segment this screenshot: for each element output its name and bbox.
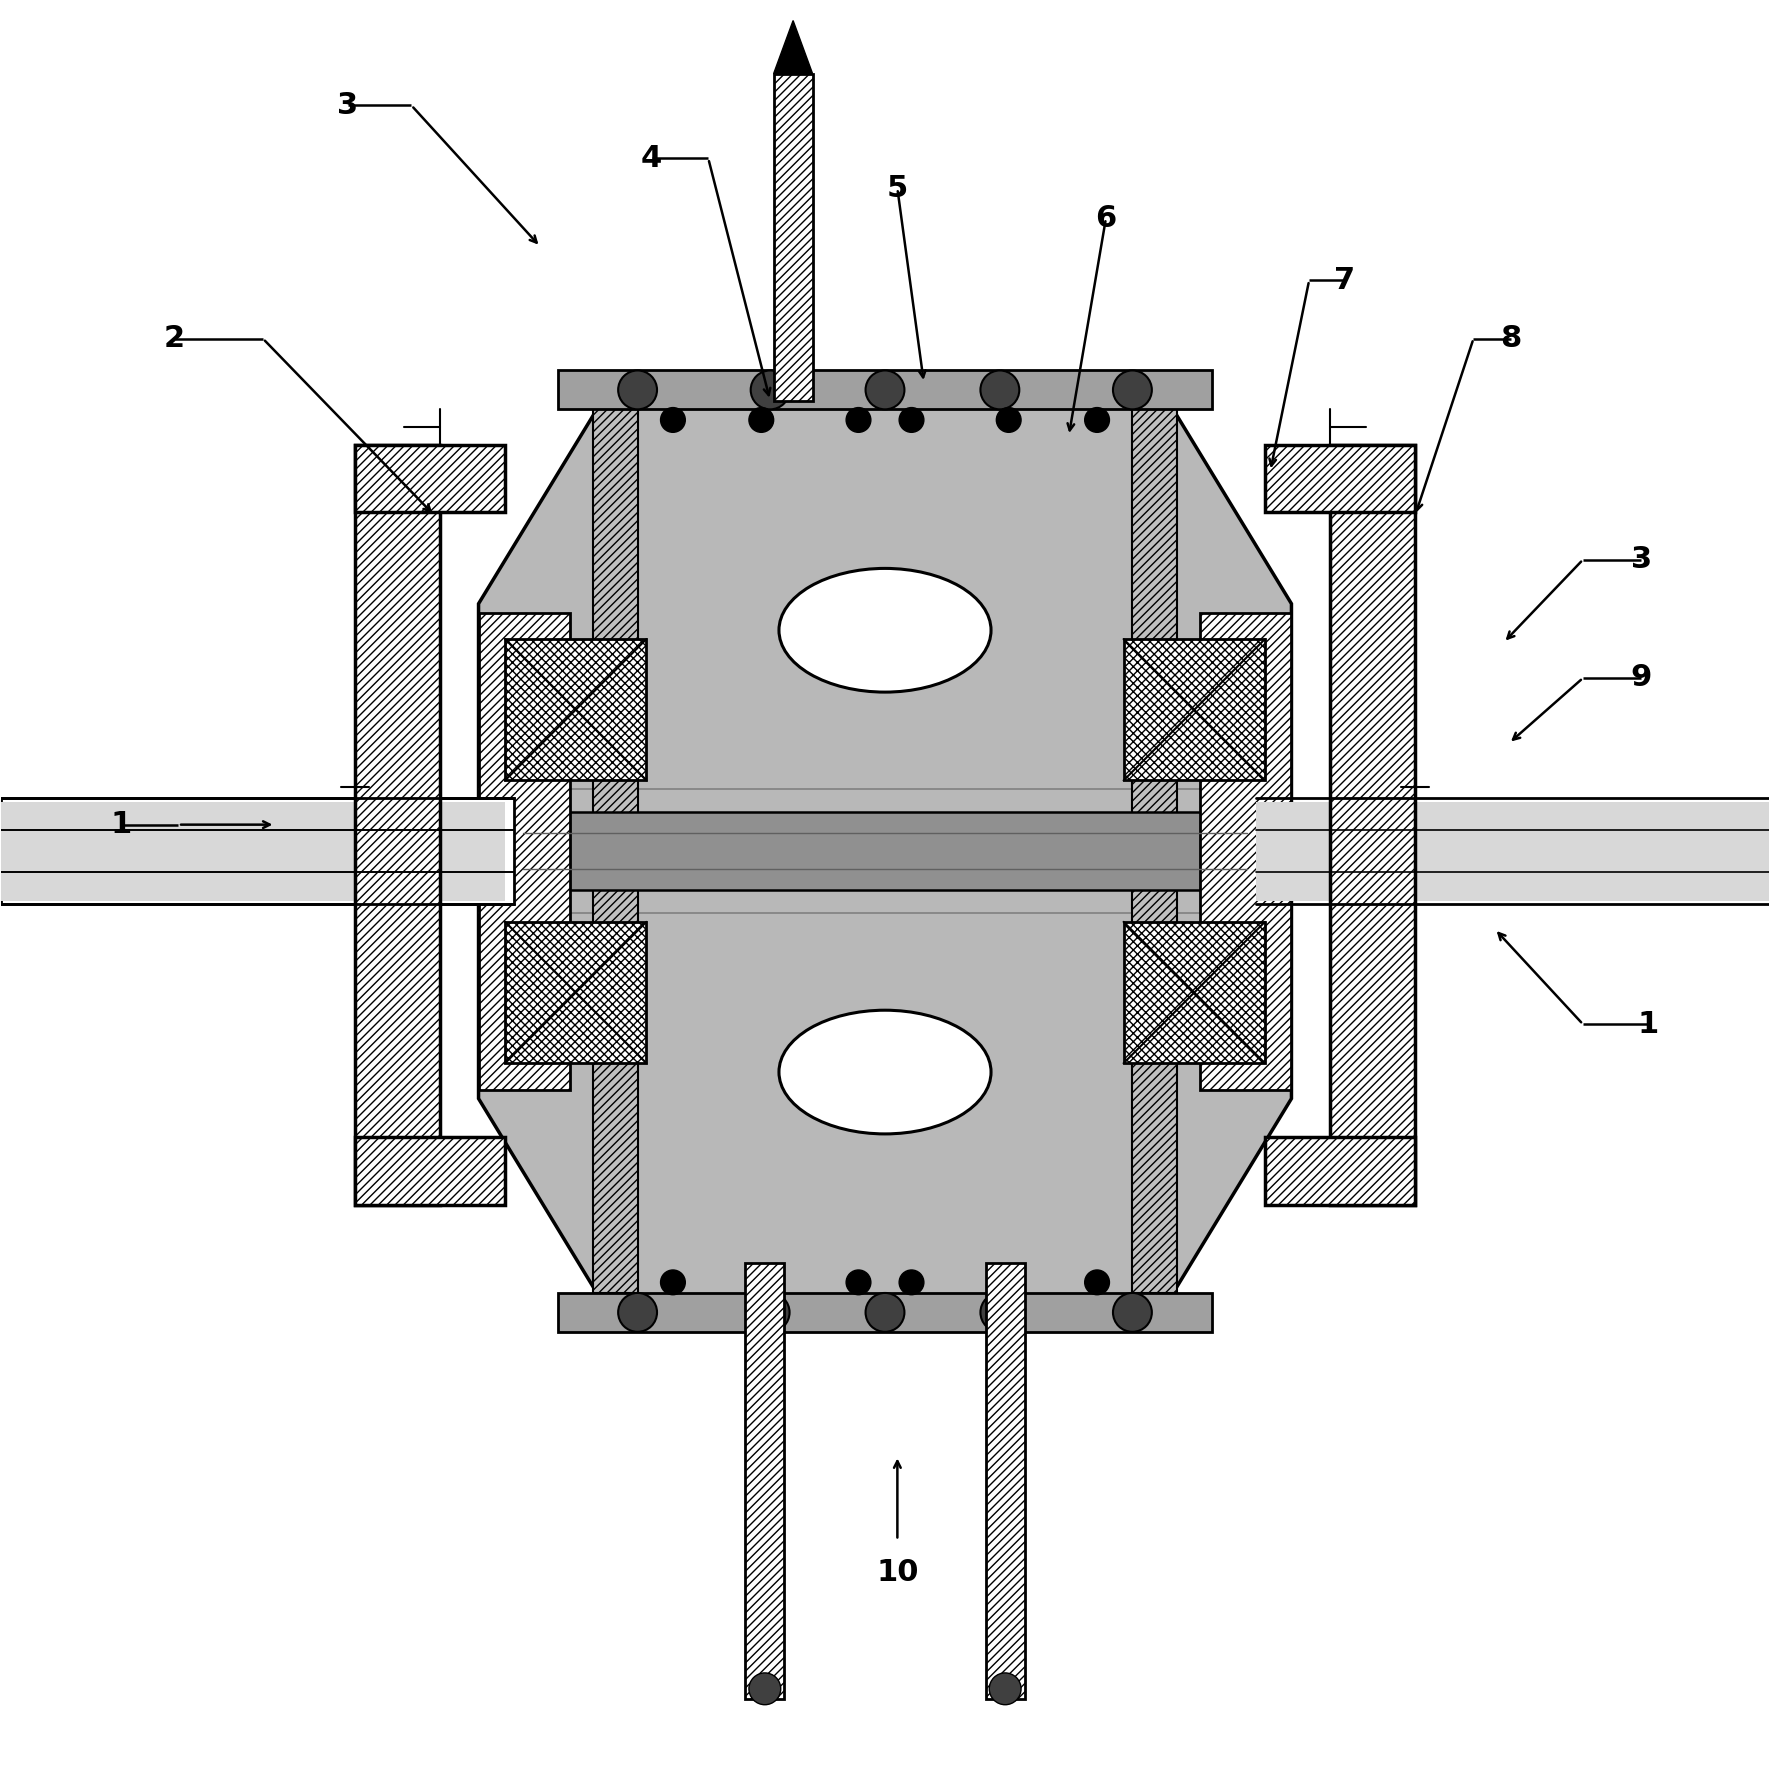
Text: 6: 6 [1096, 204, 1117, 232]
Text: 9: 9 [1630, 663, 1651, 693]
Bar [2, 801, 504, 901]
Circle shape [749, 1269, 773, 1294]
Bar [2, 798, 513, 904]
Polygon shape [478, 401, 1292, 1301]
Polygon shape [773, 21, 812, 73]
Bar [354, 1138, 504, 1204]
Circle shape [750, 371, 789, 410]
Text: 8: 8 [1499, 324, 1520, 353]
Ellipse shape [779, 569, 991, 691]
Text: 1: 1 [112, 810, 133, 839]
Bar [1124, 638, 1266, 780]
Circle shape [749, 1674, 781, 1704]
Circle shape [866, 1293, 904, 1332]
Circle shape [1113, 371, 1152, 410]
Text: 3: 3 [1630, 544, 1651, 574]
Circle shape [997, 1269, 1021, 1294]
Circle shape [866, 371, 904, 410]
Circle shape [997, 408, 1021, 433]
Bar [1266, 445, 1416, 512]
Circle shape [618, 371, 657, 410]
Circle shape [660, 408, 685, 433]
Circle shape [660, 1269, 685, 1294]
Text: 7: 7 [1335, 266, 1356, 294]
Circle shape [1113, 1293, 1152, 1332]
Circle shape [846, 1269, 871, 1294]
Circle shape [981, 1293, 1020, 1332]
Bar [1266, 1138, 1416, 1204]
Bar [504, 922, 646, 1064]
Circle shape [846, 408, 871, 433]
Circle shape [981, 371, 1020, 410]
Bar [986, 1262, 1025, 1700]
Circle shape [749, 408, 773, 433]
Circle shape [618, 1293, 657, 1332]
Bar [1133, 410, 1177, 1293]
Text: 3: 3 [338, 90, 358, 121]
Bar [593, 410, 637, 1293]
Circle shape [1085, 1269, 1110, 1294]
Text: 4: 4 [641, 144, 662, 174]
Bar [522, 812, 1248, 890]
Bar [773, 73, 812, 401]
Bar [745, 1262, 784, 1700]
Ellipse shape [779, 1011, 991, 1135]
Bar [354, 445, 439, 1204]
Circle shape [750, 1293, 789, 1332]
Text: 5: 5 [887, 174, 908, 202]
Circle shape [899, 1269, 924, 1294]
Text: 10: 10 [876, 1558, 919, 1587]
Bar [1257, 801, 1768, 901]
Text: 1: 1 [1637, 1011, 1658, 1039]
Bar [558, 1293, 1212, 1332]
Bar [1331, 445, 1416, 1204]
Text: 2: 2 [165, 324, 186, 353]
Bar [1200, 613, 1292, 1090]
Bar [1124, 922, 1266, 1064]
Bar [478, 613, 570, 1090]
Bar [354, 445, 504, 512]
Circle shape [1085, 408, 1110, 433]
Circle shape [899, 408, 924, 433]
Bar [558, 371, 1212, 410]
Bar [504, 638, 646, 780]
Circle shape [989, 1674, 1021, 1704]
